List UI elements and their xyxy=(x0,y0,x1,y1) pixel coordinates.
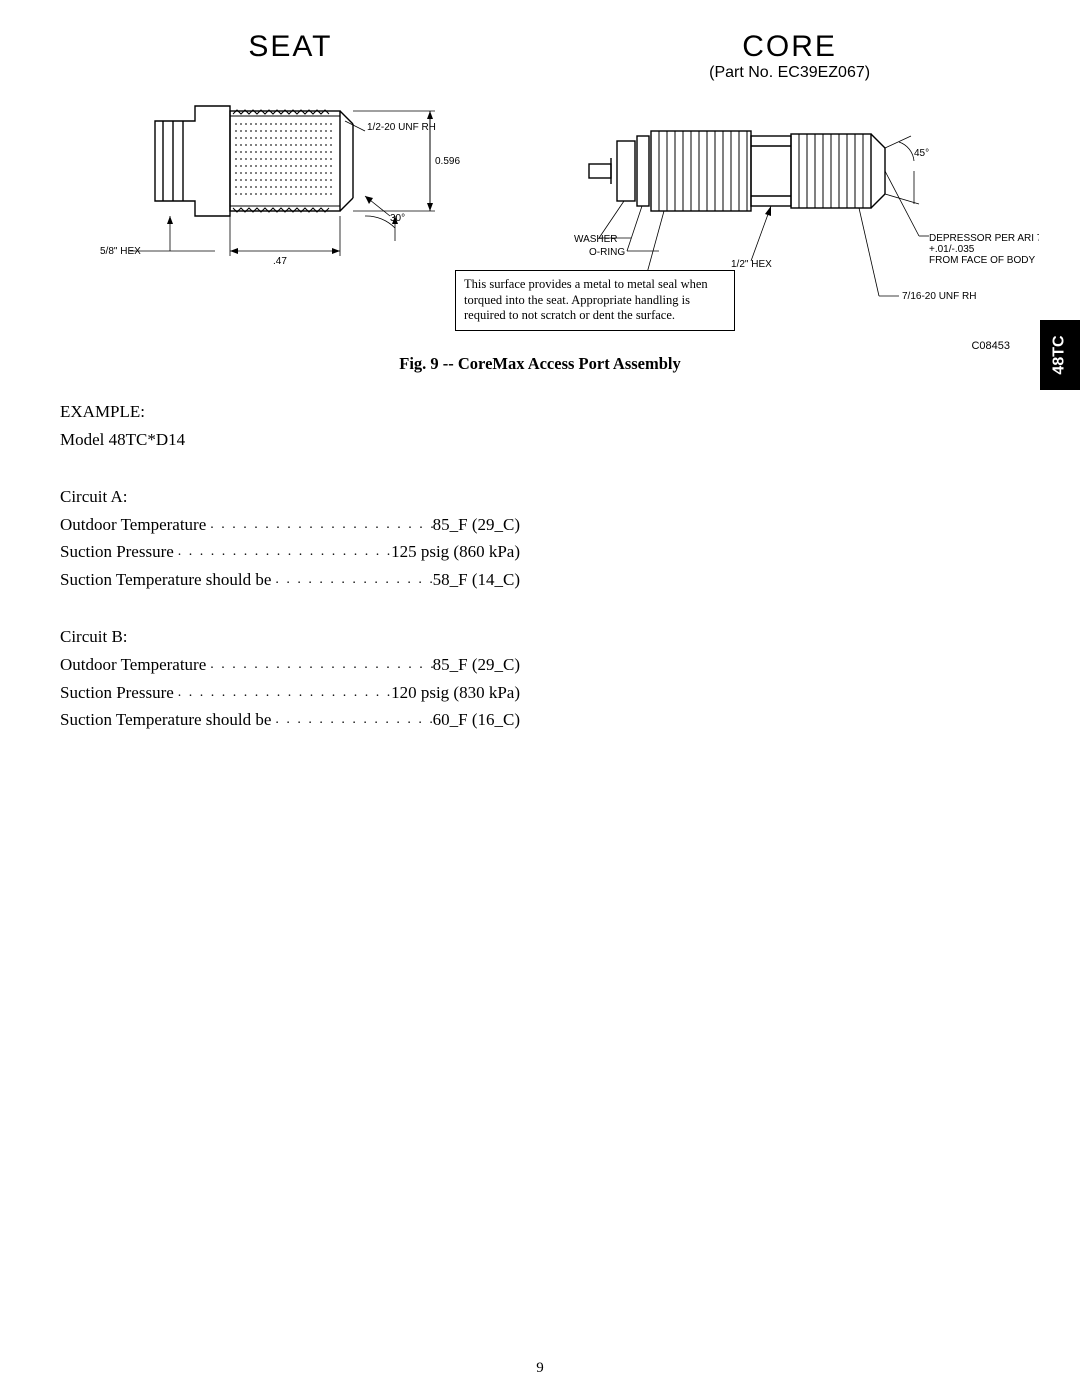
kv-label: Outdoor Temperature xyxy=(60,652,206,679)
circuit-b-row: Outdoor Temperature 85_F (29_C) xyxy=(60,652,520,679)
kv-label: Suction Temperature should be xyxy=(60,567,271,594)
seat-diagram: SEAT xyxy=(60,30,521,330)
kv-label: Suction Pressure xyxy=(60,539,174,566)
seat-angle: 30° xyxy=(390,213,405,224)
kv-dots xyxy=(206,512,432,539)
kv-dots xyxy=(271,567,432,594)
seat-title: SEAT xyxy=(60,30,521,64)
kv-value: 125 psig (860 kPa) xyxy=(391,539,520,566)
seat-thread-label: 1/2-20 UNF RH xyxy=(367,122,436,133)
figure-caption: Fig. 9 -- CoreMax Access Port Assembly xyxy=(60,354,1020,374)
circuit-a-title: Circuit A: xyxy=(60,484,540,510)
example-heading: EXAMPLE: xyxy=(60,399,540,425)
core-partno: (Part No. EC39EZ067) xyxy=(559,64,1020,82)
kv-value: 85_F (29_C) xyxy=(433,652,520,679)
core-hex: 1/2" HEX xyxy=(731,259,772,270)
core-title: CORE xyxy=(559,30,1020,64)
page-number: 9 xyxy=(0,1360,1080,1377)
kv-value: 60_F (16_C) xyxy=(433,707,520,734)
kv-value: 120 psig (830 kPa) xyxy=(391,680,520,707)
side-tab-label: 48TC xyxy=(1051,335,1069,374)
core-thread: 7/16-20 UNF RH xyxy=(902,291,976,302)
example-model: Model 48TC*D14 xyxy=(60,427,540,453)
seat-svg: 1/2-20 UNF RH 0.596 30° 5/8" HEX .47 xyxy=(95,66,485,266)
ref-code: C08453 xyxy=(60,340,1010,352)
kv-dots xyxy=(174,539,391,566)
kv-label: Suction Temperature should be xyxy=(60,707,271,734)
kv-value: 58_F (14_C) xyxy=(433,567,520,594)
side-tab: 48TC xyxy=(1040,320,1080,390)
core-depressor-2: +.01/-.035 xyxy=(929,244,975,255)
core-depressor-3: FROM FACE OF BODY xyxy=(929,255,1035,266)
core-washer: WASHER xyxy=(574,234,618,245)
kv-label: Outdoor Temperature xyxy=(60,512,206,539)
core-depressor-1: DEPRESSOR PER ARI 720 xyxy=(929,233,1039,244)
circuit-b-row: Suction Pressure 120 psig (830 kPa) xyxy=(60,680,520,707)
kv-label: Suction Pressure xyxy=(60,680,174,707)
circuit-b-title: Circuit B: xyxy=(60,624,540,650)
seat-hex: 5/8" HEX xyxy=(100,246,141,257)
diagrams: SEAT xyxy=(60,30,1020,330)
circuit-a-row: Suction Pressure 125 psig (860 kPa) xyxy=(60,539,520,566)
circuit-b-row: Suction Temperature should be 60_F (16_C… xyxy=(60,707,520,734)
core-angle: 45° xyxy=(914,148,929,159)
kv-dots xyxy=(271,707,432,734)
kv-dots xyxy=(206,652,432,679)
note-box: This surface provides a metal to metal s… xyxy=(455,270,735,331)
kv-dots xyxy=(174,680,391,707)
circuit-a-row: Outdoor Temperature 85_F (29_C) xyxy=(60,512,520,539)
core-oring: O-RING xyxy=(589,247,625,258)
example-block: EXAMPLE: Model 48TC*D14 Circuit A: Outdo… xyxy=(60,399,540,734)
seat-dim-outer: 0.596 xyxy=(435,156,460,167)
kv-value: 85_F (29_C) xyxy=(433,512,520,539)
circuit-a-row: Suction Temperature should be 58_F (14_C… xyxy=(60,567,520,594)
seat-dim-len: .47 xyxy=(273,256,287,266)
